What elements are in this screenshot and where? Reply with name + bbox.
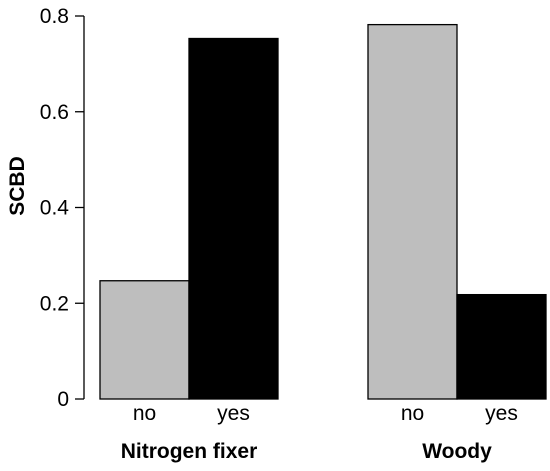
x-category-label: no xyxy=(401,402,424,425)
bar-woody-yes xyxy=(456,293,547,400)
y-tick-label: 0.4 xyxy=(40,197,70,220)
y-tick-label: 0.8 xyxy=(40,5,69,28)
x-category-label: yes xyxy=(217,402,250,425)
bar-nitrogen-fixer-no xyxy=(99,280,190,400)
bar-woody-no xyxy=(367,23,458,400)
bars xyxy=(99,23,547,400)
y-tick-label: 0.6 xyxy=(40,101,69,124)
group-label: Nitrogen fixer xyxy=(121,440,258,463)
y-axis-title: SCBD xyxy=(6,156,29,216)
y-axis: 0 0.2 0.4 0.6 0.8 xyxy=(40,5,85,411)
group-label: Woody xyxy=(422,440,492,463)
x-axis-labels: no yes Nitrogen fixer no yes Woody xyxy=(121,402,518,463)
x-category-label: yes xyxy=(485,402,518,425)
x-category-label: no xyxy=(133,402,156,425)
y-tick-label: 0 xyxy=(57,388,69,411)
y-tick-label: 0.2 xyxy=(40,292,69,315)
bar-nitrogen-fixer-yes xyxy=(188,37,279,400)
